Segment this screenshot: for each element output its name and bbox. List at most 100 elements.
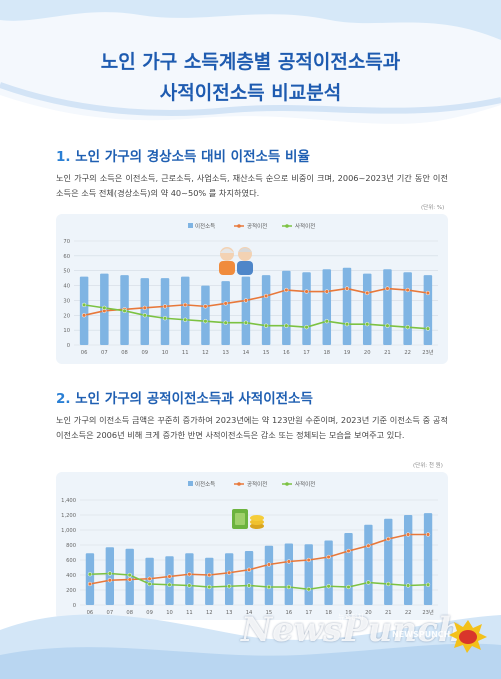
bar-06 — [85, 553, 95, 605]
bar-23년 — [423, 275, 433, 345]
bar-19 — [342, 267, 352, 345]
section2-paragraph: 노인 가구의 이전소득 금액은 꾸준히 증가하여 2023년에는 약 123만원… — [56, 415, 448, 440]
money-coins-icon — [232, 509, 264, 529]
y-tick-label: 1,000 — [61, 528, 76, 534]
bar-21 — [383, 269, 392, 345]
x-tick-label: 22 — [405, 610, 412, 616]
point-private-11 — [187, 583, 192, 588]
line-public — [83, 287, 429, 317]
chart1: 이전소득 공적이전 사적이전 0 10 20 30 40 50 60 70 06 07 08 09 10 11 1… — [63, 222, 438, 356]
x-tick-label: 06 — [87, 610, 94, 616]
bar-07 — [105, 547, 115, 605]
x-tick-label: 16 — [286, 610, 293, 616]
point-public-22 — [405, 287, 410, 293]
section1-number: 1. — [56, 149, 71, 165]
point-public-17 — [304, 289, 309, 294]
legend-label-1: 공적이전 — [247, 222, 267, 230]
point-public-23년 — [425, 532, 431, 537]
bar-14 — [241, 276, 251, 345]
header-wave — [0, 0, 501, 135]
x-tick-label: 07 — [101, 350, 108, 356]
chart2-unit: (단위: 천 원) — [413, 463, 443, 469]
point-private-19 — [344, 322, 350, 327]
point-private-16 — [286, 584, 291, 590]
y-tick-label: 0 — [67, 343, 70, 349]
y-tick-label: 1,400 — [61, 498, 76, 504]
point-private-12 — [203, 319, 208, 324]
bar-09 — [145, 557, 154, 605]
punch-glove-icon — [449, 620, 487, 653]
x-tick-label: 06 — [81, 350, 88, 356]
x-tick-label: 22 — [404, 350, 411, 356]
bar-09 — [140, 278, 150, 345]
point-private-17 — [306, 587, 311, 592]
legend-swatch-0 — [188, 481, 193, 486]
x-tick-label: 17 — [303, 350, 310, 356]
x-tick-label: 23년 — [422, 608, 434, 616]
point-private-18 — [326, 584, 331, 589]
x-tick-label: 15 — [263, 350, 270, 356]
x-tick-label: 12 — [206, 610, 213, 616]
point-public-13 — [223, 301, 228, 306]
point-public-14 — [243, 298, 249, 303]
point-public-08 — [127, 577, 132, 582]
point-private-12 — [207, 584, 212, 590]
x-tick-label: 16 — [283, 350, 290, 356]
x-tick-label: 12 — [202, 350, 209, 356]
y-tick-label: 20 — [63, 313, 70, 319]
point-private-14 — [243, 320, 249, 325]
page-title-line2: 사적이전소득 비교분석 — [159, 82, 342, 104]
point-public-07 — [107, 578, 112, 583]
point-public-06 — [81, 313, 87, 318]
point-private-07 — [107, 571, 112, 576]
point-private-09 — [142, 313, 147, 318]
legend-marker-2 — [285, 482, 289, 486]
section1-title: 노인 가구의 경상소득 대비 이전소득 비율 — [75, 149, 310, 165]
legend-label-0: 이전소득 — [195, 480, 215, 488]
point-public-21 — [386, 536, 391, 542]
point-public-19 — [344, 286, 350, 291]
y-tick-label: 600 — [66, 558, 76, 564]
bar-15 — [261, 275, 271, 345]
point-public-21 — [385, 286, 390, 291]
y-tick-label: 10 — [63, 328, 70, 334]
x-tick-label: 23년 — [422, 348, 434, 356]
bar-20 — [362, 273, 372, 345]
bar-16 — [282, 270, 291, 345]
point-private-08 — [122, 308, 127, 313]
y-tick-label: 400 — [66, 573, 76, 579]
point-public-13 — [227, 570, 232, 575]
x-tick-label: 13 — [222, 350, 229, 356]
bar-11 — [180, 276, 190, 345]
page-title-line1: 노인 가구 소득계층별 공적이전소득과 — [100, 51, 401, 73]
x-tick-label: 10 — [166, 610, 173, 616]
point-private-17 — [304, 325, 309, 330]
point-private-08 — [127, 572, 132, 578]
bar-11 — [185, 553, 194, 605]
point-private-06 — [81, 302, 87, 308]
point-public-15 — [266, 562, 272, 567]
point-public-23년 — [425, 290, 431, 296]
point-private-20 — [365, 322, 370, 327]
x-tick-label: 11 — [186, 610, 193, 616]
section2-title: 노인 가구의 공적이전소득과 사적이전소득 — [75, 391, 313, 407]
bar-10 — [165, 556, 174, 605]
point-public-12 — [203, 304, 208, 309]
point-private-21 — [385, 323, 390, 328]
x-tick-label: 21 — [384, 350, 391, 356]
point-private-14 — [246, 583, 252, 588]
x-tick-label: 21 — [385, 610, 392, 616]
legend-swatch-0 — [188, 223, 193, 228]
point-public-19 — [346, 548, 351, 554]
y-tick-label: 1,200 — [61, 513, 76, 519]
footer-wave — [0, 614, 501, 679]
x-tick-label: 17 — [305, 610, 312, 616]
legend-marker-2 — [285, 224, 289, 228]
x-tick-label: 19 — [345, 610, 352, 616]
legend-marker-1 — [237, 224, 241, 228]
point-private-20 — [366, 580, 371, 585]
watermark-logo: NewsPunch — [241, 610, 463, 650]
point-public-20 — [366, 543, 371, 548]
section2-number: 2. — [56, 391, 71, 407]
bar-22 — [403, 515, 413, 605]
